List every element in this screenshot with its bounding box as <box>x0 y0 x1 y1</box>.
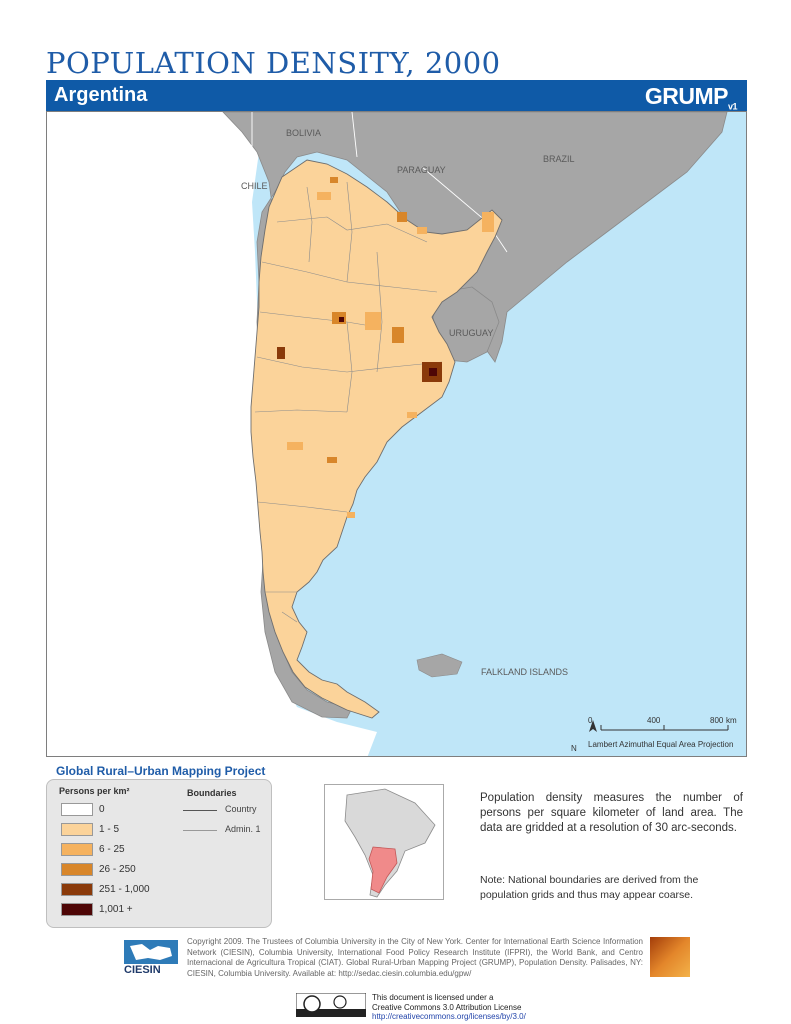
label-uruguay: URUGUAY <box>449 328 494 338</box>
label-paraguay: PARAGUAY <box>397 165 446 175</box>
scale-bar: 0 400 800 km N <box>571 716 745 754</box>
legend-swatch-4 <box>61 883 93 896</box>
description-text: Population density measures the number o… <box>480 792 743 834</box>
label-bolivia: BOLIVIA <box>286 128 322 138</box>
license-line-1: This document is licensed under a <box>372 993 494 1002</box>
projection-label: Lambert Azimuthal Equal Area Projection <box>588 740 734 749</box>
legend-label-4: 251 - 1,000 <box>99 884 150 895</box>
scale-tick-0: 0 <box>588 716 593 725</box>
legend-swatch-2 <box>61 843 93 856</box>
grump-logo: GRUMPv1 <box>644 83 738 112</box>
legend-label-1: 1 - 5 <box>99 824 120 835</box>
country-name: Argentina <box>54 84 148 106</box>
license-text: This document is licensed under a Creati… <box>372 993 526 1022</box>
title-banner: Argentina GRUMPv1 <box>46 80 747 112</box>
scale-bar-graphic <box>589 720 729 732</box>
license-link[interactable]: http://creativecommons.org/licenses/by/3… <box>372 1012 526 1021</box>
legend-swatch-3 <box>61 863 93 876</box>
boundary-admin-label: Admin. 1 <box>225 824 261 834</box>
license-line-2: Creative Commons 3.0 Attribution License <box>372 1002 522 1012</box>
scale-tick-400: 400 <box>647 716 661 725</box>
boundary-country-label: Country <box>225 804 257 814</box>
map-canvas <box>47 112 728 756</box>
note-text: Note: National boundaries are derived fr… <box>480 874 699 901</box>
legend-swatch-0 <box>61 803 93 816</box>
argentina-land <box>250 159 503 719</box>
sedac-logo <box>650 937 690 977</box>
density-patches <box>277 177 494 518</box>
project-title: Global Rural–Urban Mapping Project <box>56 764 266 778</box>
map-frame: BOLIVIA CHILE PARAGUAY BRAZIL URUGUAY FA… <box>46 111 747 757</box>
copyright-text: Copyright 2009. The Trustees of Columbia… <box>187 937 643 978</box>
north-arrow-label: N <box>571 744 577 753</box>
ciesin-logo <box>122 938 180 976</box>
legend-boundaries-header: Boundaries <box>187 788 237 798</box>
locator-inset-map <box>324 784 444 900</box>
legend-swatch-5 <box>61 903 93 916</box>
legend-label-3: 26 - 250 <box>99 864 136 875</box>
scale-tick-800: 800 <box>710 716 724 725</box>
creative-commons-badge <box>295 992 367 1018</box>
chile-land <box>47 112 377 756</box>
legend: Persons per km² Boundaries 0 1 - 5 6 - 2… <box>46 779 272 928</box>
boundary-admin-line <box>183 830 217 831</box>
label-brazil: BRAZIL <box>543 154 575 164</box>
legend-density-header: Persons per km² <box>59 786 130 796</box>
label-chile: CHILE <box>241 181 268 191</box>
inset-map-graphic <box>344 788 436 898</box>
legend-label-5: 1,001 + <box>99 904 133 915</box>
legend-label-2: 6 - 25 <box>99 844 125 855</box>
page-title: POPULATION DENSITY, 2000 <box>46 46 501 80</box>
boundary-country-line <box>183 810 217 811</box>
legend-label-0: 0 <box>99 804 105 815</box>
ciesin-label: CIESIN <box>124 964 161 976</box>
falkland-islands <box>416 653 463 678</box>
legend-swatch-1 <box>61 823 93 836</box>
label-falkland-islands: FALKLAND ISLANDS <box>481 667 569 677</box>
scale-unit: km <box>726 716 737 725</box>
